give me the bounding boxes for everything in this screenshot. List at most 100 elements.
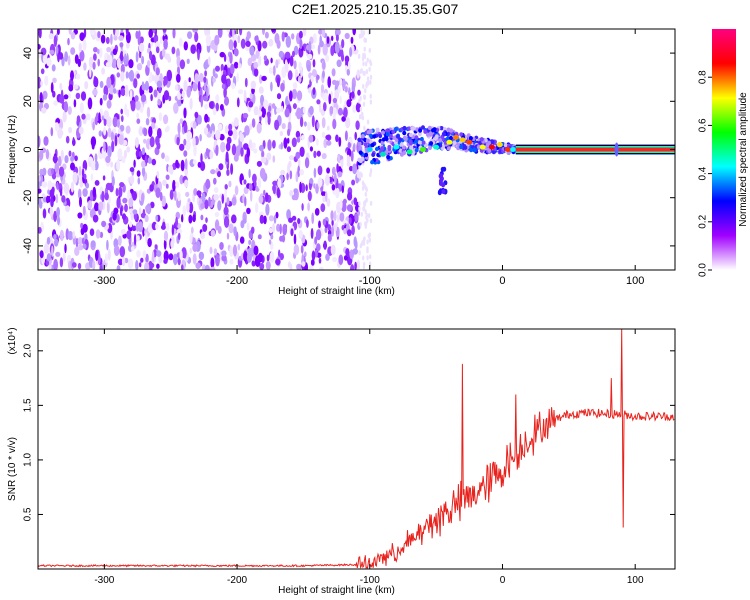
noise-cell <box>327 76 332 88</box>
noise-cell <box>192 121 197 129</box>
noise-cell <box>183 79 188 92</box>
noise-cell <box>219 104 224 111</box>
noise-cell <box>331 225 335 237</box>
noise-cell <box>256 122 262 134</box>
noise-cell <box>298 61 302 71</box>
noise-cell <box>362 30 366 36</box>
noise-cell <box>121 256 126 267</box>
noise-cell <box>95 250 99 261</box>
noise-cell <box>233 226 237 237</box>
noise-cell <box>186 131 193 141</box>
noise-cell <box>272 183 276 195</box>
noise-cell <box>146 106 151 118</box>
noise-cell <box>63 94 69 100</box>
noise-cell <box>39 92 43 103</box>
noise-cell <box>240 133 245 143</box>
noise-cell <box>269 251 275 263</box>
noise-cell <box>129 175 135 185</box>
noise-cell <box>225 151 229 163</box>
noise-cell <box>289 55 294 67</box>
noise-cell <box>203 82 207 92</box>
noise-cell <box>362 101 366 107</box>
noise-cell <box>355 120 360 130</box>
noise-cell <box>247 57 253 67</box>
noise-cell <box>190 226 194 234</box>
noise-cell <box>79 196 82 208</box>
noise-cell <box>163 38 168 50</box>
band-cell <box>446 146 451 151</box>
noise-cell <box>224 202 228 214</box>
noise-cell <box>129 69 135 82</box>
noise-cell <box>259 262 265 270</box>
band-cell <box>468 136 473 141</box>
noise-cell <box>272 223 275 234</box>
noise-cell <box>332 97 338 104</box>
noise-cell <box>249 123 253 131</box>
noise-cell <box>246 252 252 263</box>
noise-cell <box>50 127 54 137</box>
noise-cell <box>173 102 179 114</box>
noise-cell <box>92 88 98 96</box>
noise-cell <box>133 77 138 89</box>
band-cell <box>431 128 435 133</box>
noise-cell <box>221 254 227 262</box>
noise-cell <box>53 100 58 106</box>
noise-cell <box>73 84 79 90</box>
noise-cell <box>291 194 298 201</box>
noise-cell <box>366 57 369 63</box>
noise-cell <box>250 247 255 257</box>
noise-cell <box>321 191 327 197</box>
noise-cell <box>72 230 76 239</box>
band-cell <box>402 130 407 136</box>
noise-cell <box>50 168 54 175</box>
noise-cell <box>156 170 160 179</box>
noise-cell <box>293 60 297 70</box>
noise-cell <box>363 70 366 76</box>
noise-cell <box>284 51 291 59</box>
band-cell <box>363 142 368 147</box>
noise-cell <box>118 186 123 198</box>
noise-cell <box>281 234 286 243</box>
band-cell <box>417 140 422 145</box>
noise-cell <box>339 199 343 210</box>
noise-cell <box>94 202 99 212</box>
noise-cell <box>266 254 270 262</box>
noise-cell <box>74 246 80 256</box>
noise-cell <box>133 159 136 168</box>
band-cell <box>441 189 446 195</box>
noise-cell <box>70 181 75 193</box>
noise-cell <box>141 94 147 103</box>
noise-cell <box>89 209 94 218</box>
x-tick-label: 100 <box>627 575 644 586</box>
noise-cell <box>148 86 153 93</box>
noise-cell <box>204 113 209 123</box>
noise-cell <box>280 169 286 176</box>
noise-cell <box>141 55 145 65</box>
noise-cell <box>243 89 247 102</box>
noise-cell <box>232 244 238 257</box>
noise-cell <box>188 214 193 224</box>
noise-cell <box>348 217 352 225</box>
noise-cell <box>259 214 264 224</box>
noise-cell <box>350 150 354 162</box>
band-peak-cell <box>393 144 400 150</box>
noise-cell <box>226 136 232 144</box>
noise-cell <box>99 264 103 270</box>
noise-cell <box>206 86 209 98</box>
noise-cell <box>84 81 89 90</box>
noise-cell <box>203 61 208 70</box>
noise-cell <box>97 48 100 55</box>
noise-cell <box>326 140 332 146</box>
noise-cell <box>313 36 317 43</box>
noise-cell <box>101 67 105 75</box>
noise-cell <box>228 123 233 131</box>
noise-cell <box>323 92 328 102</box>
noise-cell <box>121 213 127 221</box>
noise-cell <box>197 48 200 61</box>
noise-cell <box>311 212 315 225</box>
noise-cell <box>83 173 87 180</box>
noise-cell <box>331 219 334 227</box>
band-cell <box>389 134 393 139</box>
noise-cell <box>163 114 169 125</box>
noise-cell <box>302 29 307 37</box>
